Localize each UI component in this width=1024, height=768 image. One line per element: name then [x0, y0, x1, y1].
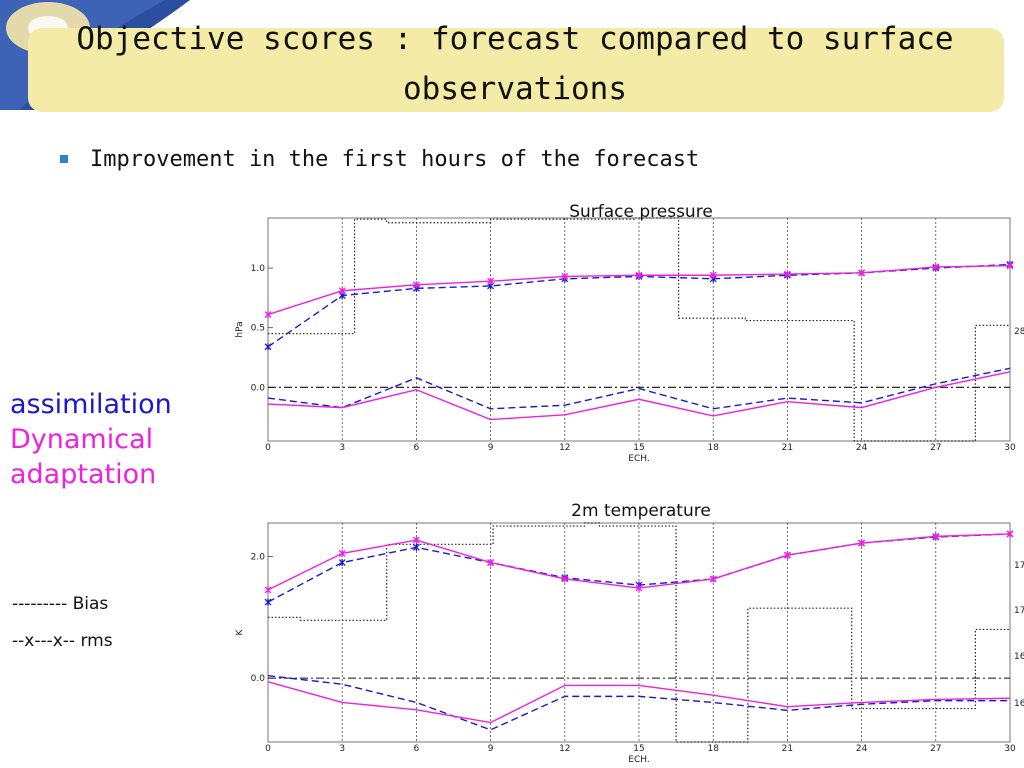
chart-1-x-tick-label: 15	[633, 443, 644, 453]
chart-1-point-dynamical_adaptation	[338, 287, 346, 295]
chart-1-point-dynamical_adaptation	[1006, 262, 1014, 270]
chart-1-point-dynamical_adaptation	[635, 271, 643, 279]
chart-1-x-tick-label: 24	[856, 443, 868, 453]
chart-2-title: 2m temperature	[571, 501, 711, 521]
chart-1-series-bias-dynamical_adaptation	[267, 371, 1011, 421]
slide-title: Objective scores : forecast compared to …	[76, 21, 954, 107]
chart-2-point-dynamical_adaptation	[932, 532, 940, 540]
chart-2-series-bias-dynamical_adaptation	[267, 681, 1011, 724]
chart-2-y-axis-label: K	[235, 628, 245, 635]
chart-2-point-assimilation	[338, 559, 346, 567]
chart-1-point-dynamical_adaptation	[264, 311, 272, 319]
chart-2-x-tick-label: 3	[339, 744, 345, 754]
chart-1-title: Surface pressure	[569, 202, 713, 222]
chart-1-point-dynamical_adaptation	[487, 277, 495, 285]
chart-2-x-tick-label: 21	[782, 744, 793, 754]
chart-1-counts-step	[268, 217, 1010, 442]
chart-2-point-dynamical_adaptation	[412, 536, 420, 544]
legend-bias-key: --------- Bias	[12, 594, 109, 614]
chart-2-point-dynamical_adaptation	[487, 559, 495, 567]
chart-2-right-tick-label: 17	[1014, 561, 1024, 571]
chart-1-y-tick-label: 0.5	[251, 324, 265, 334]
chart-1-series-bias-assimilation	[267, 367, 1011, 410]
chart-2-series-rms-dynamical_adaptation	[267, 533, 1011, 591]
chart-2-point-dynamical_adaptation	[709, 575, 717, 583]
chart-2-point-dynamical_adaptation	[783, 551, 791, 559]
chart-1-x-tick-label: 0	[265, 443, 271, 453]
chart-2-x-tick-label: 18	[707, 744, 719, 754]
chart-1-point-dynamical_adaptation	[858, 269, 866, 277]
chart-1-point-dynamical_adaptation	[412, 281, 420, 289]
chart-2-point-dynamical_adaptation	[561, 575, 569, 583]
legend-adaptation: adaptation	[10, 459, 157, 490]
chart-2-point-assimilation	[412, 543, 420, 551]
chart-2-point-dynamical_adaptation	[858, 539, 866, 547]
chart-1-x-tick-label: 21	[782, 443, 793, 453]
chart-2-x-tick-label: 6	[414, 744, 420, 754]
chart-1-x-tick-label: 6	[414, 443, 420, 453]
chart-1-right-tick-label: 28	[1014, 327, 1024, 337]
chart-1-x-tick-label: 30	[1004, 443, 1016, 453]
chart-2-x-axis-label: ECH.	[628, 755, 649, 765]
chart-2-y-tick-label: 0.0	[251, 674, 266, 684]
chart-2-x-tick-label: 12	[559, 744, 570, 754]
chart-2-x-tick-label: 15	[633, 744, 644, 754]
chart-1-point-dynamical_adaptation	[561, 272, 569, 280]
chart-1-y-tick-label: 0.0	[251, 383, 266, 393]
chart-1-y-tick-label: 1.0	[251, 264, 266, 274]
chart-2-y-tick-label: 2.0	[251, 552, 266, 562]
chart-2-right-tick-label: 16	[1014, 652, 1024, 662]
chart-1-y-axis-label: hPa	[235, 321, 245, 337]
legend-assimilation: assimilation	[10, 389, 172, 420]
chart-2-point-dynamical_adaptation	[1006, 530, 1014, 538]
legend-rms-key: --x---x-- rms	[12, 631, 113, 651]
chart-2-x-tick-label: 30	[1004, 744, 1016, 754]
chart-2-series-bias-assimilation	[267, 674, 1010, 731]
chart-1-x-tick-label: 9	[488, 443, 494, 453]
chart-2-point-assimilation	[264, 598, 272, 606]
chart-2-x-tick-label: 27	[930, 744, 941, 754]
legend-dynamical: Dynamical	[10, 424, 154, 455]
chart-1-point-dynamical_adaptation	[783, 270, 791, 278]
chart-1-point-dynamical_adaptation	[932, 263, 940, 271]
chart-1-x-axis-label: ECH.	[628, 454, 649, 464]
chart-2-counts-step	[268, 522, 1010, 743]
chart-1-point-assimilation	[264, 343, 272, 351]
chart-2-right-tick-label: 17	[1014, 606, 1024, 616]
title-banner	[28, 28, 1004, 112]
chart-2-point-dynamical_adaptation	[635, 584, 643, 592]
chart-2-x-tick-label: 0	[265, 744, 271, 754]
chart-2-point-dynamical_adaptation	[338, 549, 346, 557]
bullet-text: Improvement in the first hours of the fo…	[90, 146, 700, 172]
chart-1-point-dynamical_adaptation	[709, 271, 717, 279]
chart-1-x-tick-label: 27	[930, 443, 941, 453]
chart-2-right-tick-label: 16	[1014, 699, 1024, 709]
bullet-square-icon	[60, 155, 68, 163]
chart-1-x-tick-label: 3	[339, 443, 345, 453]
chart-2-x-tick-label: 9	[488, 744, 494, 754]
bullet-item: Improvement in the first hours of the fo…	[60, 143, 699, 175]
chart-1-x-tick-label: 18	[707, 443, 719, 453]
chart-1-x-tick-label: 12	[559, 443, 570, 453]
chart-2-point-dynamical_adaptation	[264, 586, 272, 594]
chart-2-x-tick-label: 24	[856, 744, 868, 754]
